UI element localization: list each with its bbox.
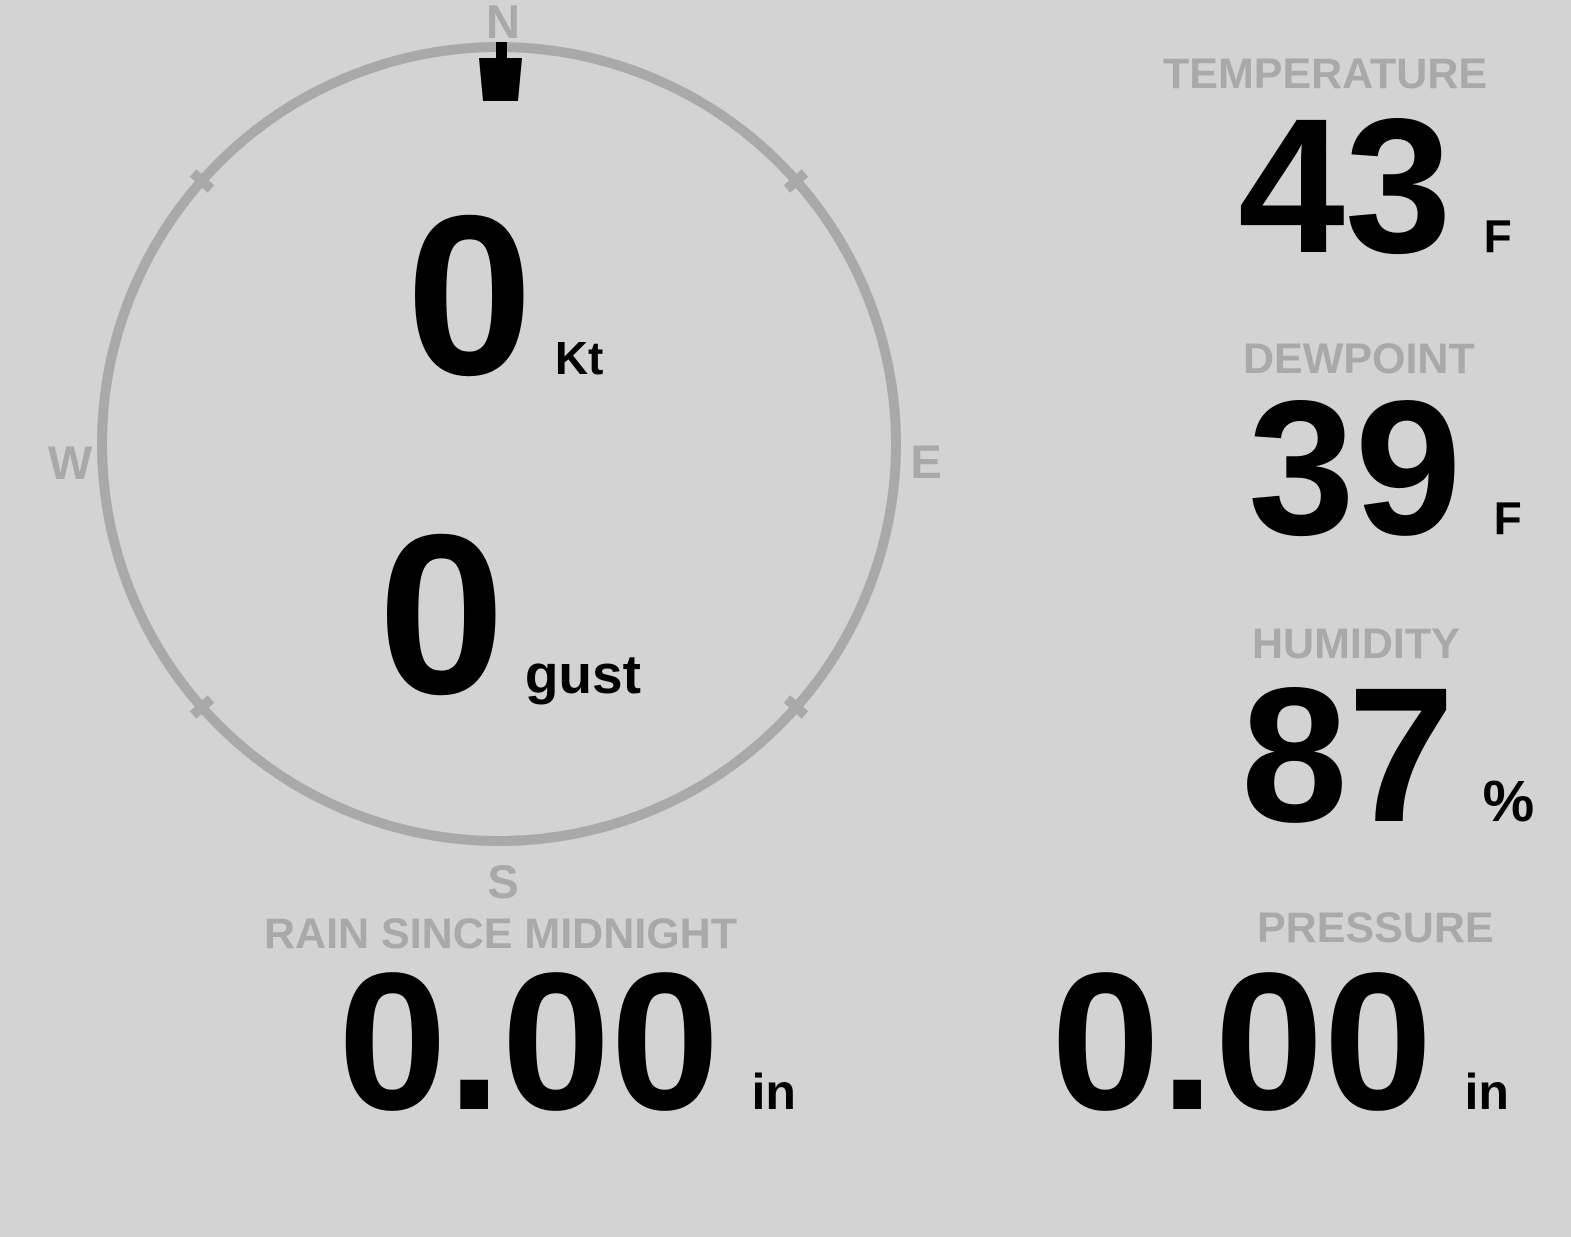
wind-speed-unit: Kt: [554, 332, 604, 384]
pressure-label: PRESSURE: [1257, 904, 1494, 952]
compass-label-east: E: [910, 435, 941, 488]
compass-tick-se: [783, 695, 809, 719]
temperature-value: 43: [1238, 78, 1452, 293]
temperature-unit: F: [1483, 210, 1512, 262]
humidity-label: HUMIDITY: [1252, 620, 1460, 668]
wind-gust-value: 0: [378, 488, 505, 742]
wind-speed-reading: 0 Kt: [406, 182, 603, 410]
dewpoint-reading: 39 F: [1248, 372, 1522, 564]
humidity-unit: %: [1482, 769, 1535, 834]
rain-since-midnight-unit: in: [751, 1064, 796, 1120]
humidity-reading: 87 %: [1241, 659, 1534, 851]
rain-since-midnight-reading: 0.00 in: [338, 944, 796, 1140]
wind-gust-reading: 0 gust: [378, 501, 641, 729]
pressure-unit: in: [1464, 1064, 1509, 1120]
compass-label-north: N: [486, 0, 520, 48]
rain-since-midnight-label: RAIN SINCE MIDNIGHT: [264, 910, 737, 958]
temperature-label: TEMPERATURE: [1163, 50, 1488, 98]
humidity-value: 87: [1241, 647, 1455, 862]
wind-direction-marker: [479, 42, 522, 101]
compass-label-south: S: [487, 855, 518, 908]
wind-speed-value: 0: [406, 169, 533, 423]
temperature-reading: 43 F: [1238, 90, 1512, 282]
compass-tick-nw: [189, 169, 215, 193]
compass-label-west: W: [48, 436, 93, 489]
dewpoint-unit: F: [1493, 492, 1522, 544]
rain-since-midnight-value: 0.00: [338, 932, 720, 1151]
wind-compass-gauge: N E S W: [48, 0, 942, 908]
dewpoint-value: 39: [1248, 360, 1462, 575]
compass-tick-ne: [783, 169, 809, 193]
wind-gust-unit: gust: [524, 643, 641, 705]
compass-tick-sw: [189, 695, 215, 719]
dewpoint-label: DEWPOINT: [1243, 335, 1475, 383]
pressure-value: 0.00: [1051, 932, 1433, 1151]
pressure-reading: 0.00 in: [1051, 944, 1509, 1140]
